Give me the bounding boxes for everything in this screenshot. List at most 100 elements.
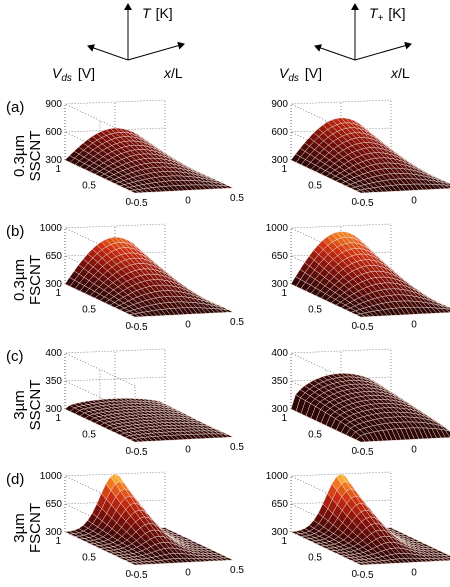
- z-axis-label: T+ [K]: [369, 5, 406, 24]
- x-arrow: [127, 41, 185, 61]
- z-tick-label: 400: [271, 348, 288, 359]
- x-tick-labels: -0.500.5: [356, 320, 417, 334]
- vds-tick-label: 1: [55, 536, 61, 547]
- z-tick-label: 300: [271, 279, 288, 290]
- x-tick-label: 0: [411, 568, 417, 579]
- row-label-b: (b) 0.3µm FSCNT: [6, 223, 44, 305]
- z-tick-label: 900: [271, 99, 288, 110]
- row-tag: (c): [6, 348, 24, 365]
- z-tick-label: 300: [271, 527, 288, 538]
- x-tick-label: 0.5: [230, 565, 244, 576]
- row-type: SSCNT: [27, 131, 44, 182]
- vds-tick-label: 1: [55, 164, 61, 175]
- row-length: 3µm: [11, 513, 28, 542]
- z-tick-labels: 1000 650 300: [266, 223, 289, 290]
- vds-tick-label: 1: [281, 288, 287, 299]
- vds-tick-label: 1: [55, 413, 61, 424]
- vds-tick-label: 0: [351, 569, 357, 580]
- z-tick-label: 600: [45, 127, 62, 138]
- vds-tick-label: 1: [281, 413, 287, 424]
- z-tick-label: 350: [45, 376, 62, 387]
- axes-legend-right: T+ [K] Vds [V] x/L: [279, 3, 412, 84]
- z-tick-labels: 900 600 300: [45, 99, 62, 166]
- vds-tick-labels: 10.50: [55, 164, 131, 208]
- surface-mesh: [64, 236, 234, 318]
- x-tick-label: -0.5: [356, 198, 374, 209]
- x-tick-label: 0: [411, 445, 417, 456]
- vds-tick-label: 0.5: [308, 181, 322, 192]
- x-tick-label: -0.5: [356, 570, 374, 581]
- row-length: 0.3µm: [11, 259, 28, 301]
- row-label-a: (a) 0.3µm SSCNT: [6, 99, 44, 181]
- surface-mesh: [290, 473, 450, 566]
- z-tick-label: 400: [45, 348, 62, 359]
- x-tick-labels: -0.500.5: [356, 568, 417, 582]
- x-tick-labels: -0.5 0 0.5: [130, 565, 244, 581]
- z-tick-label: 650: [45, 251, 62, 262]
- vds-tick-label: 1: [55, 288, 61, 299]
- row-length: 3µm: [11, 390, 28, 419]
- z-tick-labels: 400 350 300: [271, 348, 288, 415]
- vds-tick-label: 1: [281, 164, 287, 175]
- z-tick-label: 300: [271, 155, 288, 166]
- row-type: FSCNT: [27, 503, 44, 553]
- z-tick-label: 300: [271, 404, 288, 415]
- vds-tick-label: 0: [351, 197, 357, 208]
- z-tick-label: 300: [45, 279, 62, 290]
- z-tick-labels: 400 350 300: [45, 348, 62, 415]
- row-label-c: (c) 3µm SSCNT: [6, 348, 44, 430]
- vds-tick-labels: 10.50: [55, 536, 131, 580]
- surface-mesh: [290, 373, 450, 443]
- vds-tick-label: 0: [125, 446, 131, 457]
- x-tick-label: 0.5: [230, 442, 244, 453]
- z-tick-label: 1000: [40, 223, 63, 234]
- z-tick-label: 600: [271, 127, 288, 138]
- vds-tick-label: 0: [125, 197, 131, 208]
- x-tick-label: 0.5: [230, 317, 244, 328]
- vds-arrow: [87, 44, 129, 61]
- z-tick-labels: 1000 650 300: [40, 471, 63, 538]
- z-tick-label: 300: [45, 527, 62, 538]
- vds-tick-label: 0: [125, 321, 131, 332]
- x-tick-label: 0: [185, 568, 191, 579]
- row-type: FSCNT: [27, 255, 44, 305]
- vds-tick-label: 0: [351, 321, 357, 332]
- vds-tick-label: 0.5: [308, 430, 322, 441]
- vds-axis-label: Vds [V]: [279, 65, 322, 84]
- z-tick-label: 1000: [266, 471, 289, 482]
- surface-mesh: [64, 127, 234, 194]
- vds-tick-label: 0.5: [308, 553, 322, 564]
- x-axis-label: x/L: [390, 65, 410, 81]
- vds-tick-label: 0: [351, 446, 357, 457]
- row-tag: (a): [6, 99, 24, 116]
- z-tick-labels: 1000 650 300: [266, 471, 289, 538]
- surface-mesh: [64, 398, 234, 443]
- z-tick-label: 300: [45, 155, 62, 166]
- row-length: 0.3µm: [11, 135, 28, 177]
- vds-tick-label: 0.5: [82, 305, 96, 316]
- x-tick-label: 0: [411, 196, 417, 207]
- z-tick-label: 650: [271, 251, 288, 262]
- vds-tick-labels: 10.50: [281, 413, 357, 457]
- x-tick-labels: -0.500.5: [356, 196, 417, 210]
- z-tick-label: 1000: [40, 471, 63, 482]
- x-tick-label: -0.5: [130, 570, 148, 581]
- vds-tick-labels: 10.50: [281, 288, 357, 332]
- vds-tick-label: 0.5: [308, 305, 322, 316]
- axes-legend-left: T [K] Vds [V] x/L: [52, 3, 185, 84]
- z-tick-label: 350: [271, 376, 288, 387]
- x-tick-label: 0: [185, 445, 191, 456]
- row-type: SSCNT: [27, 380, 44, 431]
- x-arrow: [354, 41, 412, 61]
- x-tick-label: 0.5: [230, 193, 244, 204]
